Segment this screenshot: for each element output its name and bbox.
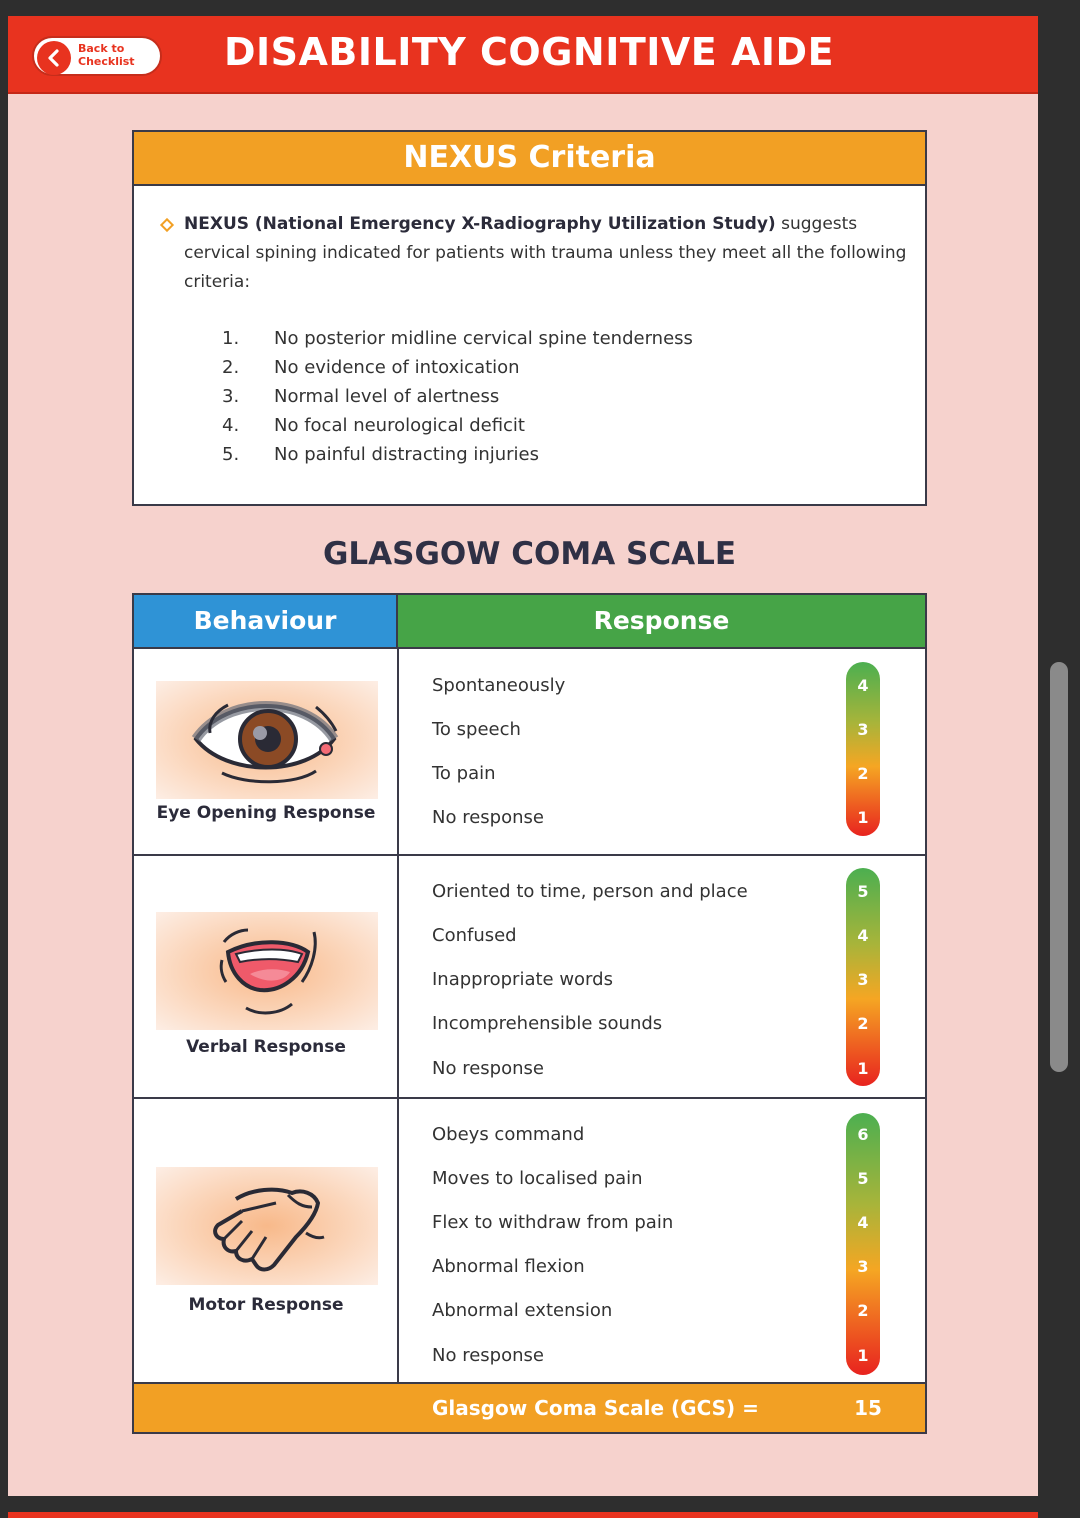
nexus-intro-text: suggests cervical spining indicated for … [184, 214, 907, 292]
gcs-title: GLASGOW COMA SCALE [322, 536, 737, 572]
response-text: Flex to withdraw from pain [432, 1212, 674, 1233]
criteria-item: 1. No posterior midline cervical spine te… [222, 324, 693, 353]
gcs-total-value: 15 [854, 1396, 882, 1420]
row-divider [134, 1097, 925, 1099]
response-text: No response [432, 807, 544, 828]
nexus-criteria-card: NEXUS Criteria NEXUS (National Emergency… [132, 130, 927, 506]
score-value: 1 [857, 808, 869, 827]
back-to-checklist-button[interactable]: Back to Checklist [32, 36, 162, 76]
criteria-item: 3. Normal level of alertness [222, 382, 693, 411]
response-text: Oriented to time, person and place [432, 881, 748, 902]
behaviour-column-header: Behaviour [134, 595, 398, 649]
eye-opening-label: Eye Opening Response [156, 803, 376, 823]
criteria-text: No focal neurological deficit [274, 415, 525, 436]
score-value: 5 [857, 1169, 869, 1188]
score-bar [846, 662, 880, 836]
score-value: 2 [857, 764, 869, 783]
chevron-left-icon [37, 41, 71, 75]
hand-icon [156, 1167, 378, 1285]
criteria-item: 4. No focal neurological deficit [222, 411, 693, 440]
column-divider [397, 649, 399, 1382]
criteria-number: 3. [222, 386, 240, 407]
score-value: 6 [857, 1125, 869, 1144]
score-value: 3 [857, 1257, 869, 1276]
back-button-label: Back to Checklist [78, 42, 135, 68]
response-text: Abnormal extension [432, 1300, 613, 1321]
score-value: 1 [857, 1059, 869, 1078]
nexus-title: NEXUS Criteria [134, 132, 925, 186]
criteria-number: 4. [222, 415, 240, 436]
gcs-table: Behaviour Response Eye Opening Response … [132, 593, 927, 1434]
response-text: No response [432, 1345, 544, 1366]
criteria-number: 2. [222, 357, 240, 378]
criteria-number: 5. [222, 444, 240, 465]
app-header: Back to Checklist DISABILITY COGNITIVE A… [8, 16, 1038, 94]
gcs-total-row: Glasgow Coma Scale (GCS) = 15 [134, 1382, 925, 1432]
page-title: DISABILITY COGNITIVE AIDE [223, 30, 835, 74]
eye-icon [156, 681, 378, 799]
verbal-response-label: Verbal Response [186, 1037, 346, 1057]
response-column-header: Response [398, 595, 925, 649]
response-text: No response [432, 1058, 544, 1079]
next-page-edge [8, 1512, 1038, 1518]
response-text: Incomprehensible sounds [432, 1013, 663, 1034]
score-value: 2 [857, 1301, 869, 1320]
score-value: 4 [857, 1213, 869, 1232]
score-value: 1 [857, 1346, 869, 1365]
score-value: 4 [857, 676, 869, 695]
response-text: To speech [432, 719, 521, 740]
nexus-criteria-list: 1. No posterior midline cervical spine te… [222, 324, 693, 469]
scrollbar-thumb[interactable] [1050, 662, 1068, 1072]
nexus-intro: NEXUS (National Emergency X-Radiography … [184, 210, 909, 297]
response-text: Inappropriate words [432, 969, 613, 990]
criteria-item: 2. No evidence of intoxication [222, 353, 693, 382]
response-text: Moves to localised pain [432, 1168, 643, 1189]
criteria-text: No painful distracting injuries [274, 444, 540, 465]
mouth-icon [156, 912, 378, 1030]
diamond-bullet-icon [159, 217, 175, 233]
nexus-intro-bold: NEXUS (National Emergency X-Radiography … [184, 214, 776, 234]
gcs-total-label: Glasgow Coma Scale (GCS) = [432, 1396, 759, 1420]
row-divider [134, 854, 925, 856]
score-value: 3 [857, 970, 869, 989]
motor-response-label: Motor Response [188, 1295, 344, 1315]
criteria-item: 5. No painful distracting injuries [222, 440, 693, 469]
criteria-text: No evidence of intoxication [274, 357, 520, 378]
response-text: To pain [432, 763, 496, 784]
score-value: 3 [857, 720, 869, 739]
score-value: 4 [857, 926, 869, 945]
criteria-number: 1. [222, 328, 240, 349]
score-value: 5 [857, 882, 869, 901]
response-text: Abnormal flexion [432, 1256, 585, 1277]
criteria-text: Normal level of alertness [274, 386, 500, 407]
score-value: 2 [857, 1014, 869, 1033]
response-text: Confused [432, 925, 517, 946]
response-text: Spontaneously [432, 675, 566, 696]
score-bar [846, 1113, 880, 1375]
page: Back to Checklist DISABILITY COGNITIVE A… [8, 16, 1038, 1496]
criteria-text: No posterior midline cervical spine tend… [274, 328, 693, 349]
response-text: Obeys command [432, 1124, 585, 1145]
score-bar [846, 868, 880, 1086]
